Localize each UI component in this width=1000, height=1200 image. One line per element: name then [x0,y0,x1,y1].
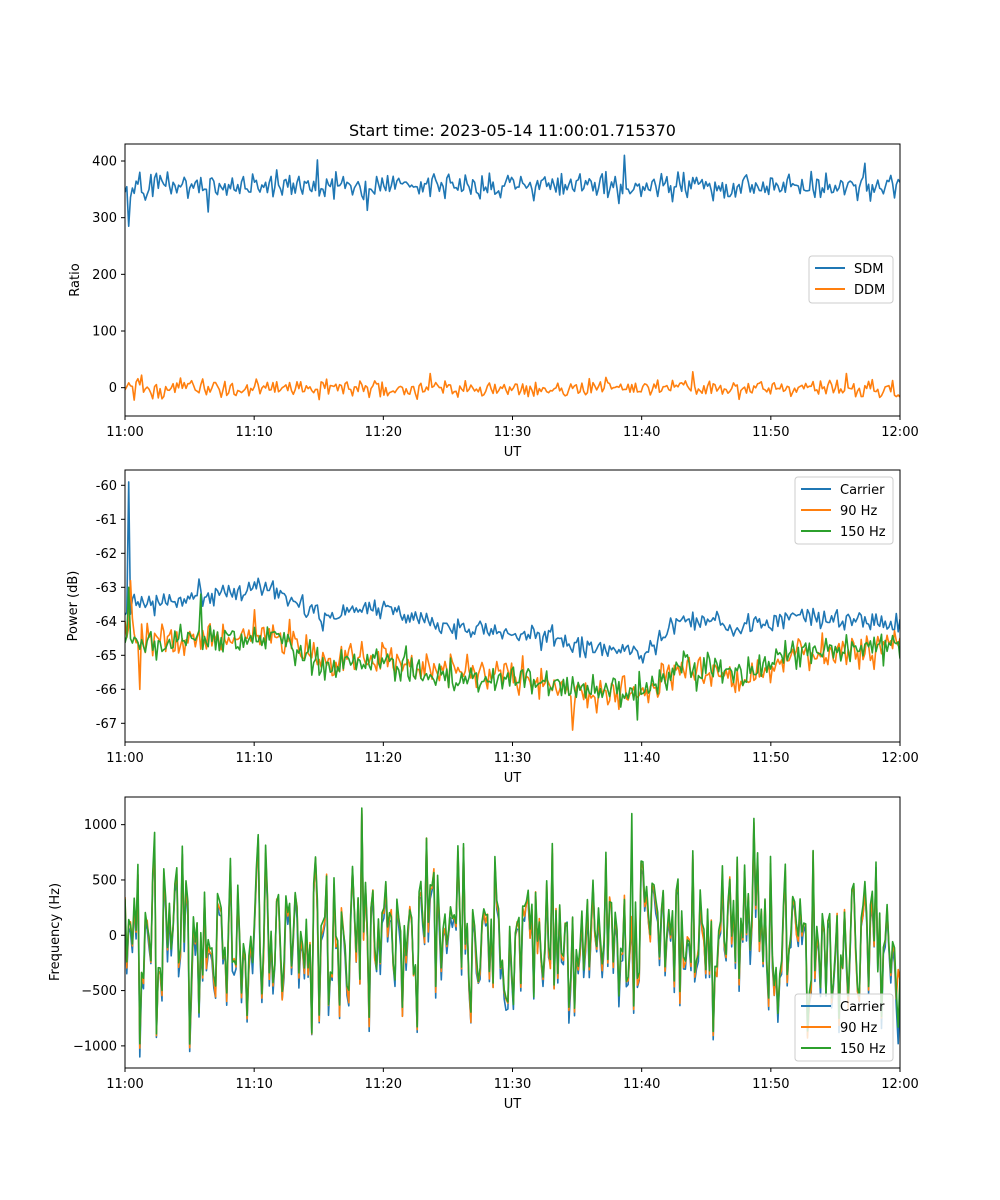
x-axis-label: UT [504,1097,522,1112]
y-axis-label: Ratio [68,263,83,296]
ratio-panel: Start time: 2023-05-14 11:00:01.715370 1… [68,121,919,460]
y-tick-label: -66 [96,683,117,698]
legend-label-150hz: 150 Hz [840,1042,886,1057]
legend-label-90hz: 90 Hz [840,504,877,519]
y-tick-label: -60 [96,479,117,494]
y-tick-label: 500 [92,874,117,889]
x-tick-label: 11:00 [106,1077,143,1092]
frequency-axes-frame [124,796,901,1069]
ratio-legend: SDM DDM [808,255,894,304]
power-panel: 11:00 11:10 11:20 11:30 11:40 11:50 12:0… [66,469,919,786]
y-axis-label: Frequency (Hz) [48,883,63,981]
y-tick-label: 1000 [84,818,117,833]
ratio-x-ticks: 11:00 11:10 11:20 11:30 11:40 11:50 12:0… [106,416,919,440]
frequency-y-ticks: −1000 −500 0 500 1000 [73,818,125,1054]
y-tick-label: -61 [96,513,117,528]
x-tick-label: 11:40 [623,751,660,766]
x-tick-label: 11:50 [752,425,789,440]
series-line-ddm [125,371,900,401]
x-tick-label: 11:50 [752,751,789,766]
legend-frame [794,993,894,1062]
x-tick-label: 11:50 [752,1077,789,1092]
legend-label-carrier: Carrier [840,1000,885,1015]
y-tick-label: 0 [109,381,117,396]
x-tick-label: 11:00 [106,425,143,440]
chart-title: Start time: 2023-05-14 11:00:01.715370 [349,121,676,140]
y-tick-label: 300 [92,211,117,226]
power-x-ticks: 11:00 11:10 11:20 11:30 11:40 11:50 12:0… [106,742,919,766]
y-tick-label: 100 [92,325,117,340]
x-tick-label: 11:10 [235,425,272,440]
y-tick-label: 0 [109,929,117,944]
x-tick-label: 11:30 [494,1077,531,1092]
x-tick-label: 11:40 [623,425,660,440]
y-tick-label: 400 [92,155,117,170]
x-tick-label: 11:00 [106,751,143,766]
series-line-carrier [125,812,900,1058]
y-tick-label: -63 [96,581,117,596]
x-tick-label: 12:00 [881,1077,918,1092]
power-y-ticks: -60 -61 -62 -63 -64 -65 -66 -67 [96,479,125,732]
series-line-150-hz [125,586,900,721]
frequency-lines [125,807,900,1058]
series-line-150-hz [125,807,900,1045]
x-tick-label: 11:10 [235,1077,272,1092]
y-tick-label: -65 [96,649,117,664]
legend-label-carrier: Carrier [840,483,885,498]
x-axis-label: UT [504,771,522,786]
series-line-90-hz [125,579,900,731]
y-axis-label: Power (dB) [66,571,81,642]
x-tick-label: 11:40 [623,1077,660,1092]
x-axis-label: UT [504,445,522,460]
power-lines [125,481,900,731]
x-tick-label: 11:30 [494,751,531,766]
ratio-lines [125,154,900,401]
x-tick-label: 12:00 [881,425,918,440]
legend-label-90hz: 90 Hz [840,1021,877,1036]
y-tick-label: −1000 [73,1039,117,1054]
ratio-y-ticks: 0 100 200 300 400 [92,155,125,396]
x-tick-label: 11:10 [235,751,272,766]
legend-label-ddm: DDM [854,283,885,298]
x-tick-label: 11:20 [365,1077,402,1092]
series-line-carrier [125,481,900,664]
series-line-90-hz [125,809,900,1049]
x-tick-label: 11:30 [494,425,531,440]
series-line-sdm [125,154,900,227]
legend-frame [794,476,894,545]
x-tick-label: 11:20 [365,425,402,440]
power-legend: Carrier 90 Hz 150 Hz [794,476,894,545]
y-tick-label: -64 [96,615,117,630]
y-tick-label: -67 [96,717,117,732]
y-tick-label: −500 [81,984,117,999]
x-tick-label: 11:20 [365,751,402,766]
legend-label-150hz: 150 Hz [840,525,886,540]
legend-label-sdm: SDM [854,262,883,277]
frequency-legend: Carrier 90 Hz 150 Hz [794,993,894,1062]
y-tick-label: 200 [92,268,117,283]
x-tick-label: 12:00 [881,751,918,766]
frequency-panel: 11:00 11:10 11:20 11:30 11:40 11:50 12:0… [48,796,919,1112]
frequency-x-ticks: 11:00 11:10 11:20 11:30 11:40 11:50 12:0… [106,1068,919,1092]
power-axes-frame [124,469,901,743]
y-tick-label: -62 [96,547,117,562]
